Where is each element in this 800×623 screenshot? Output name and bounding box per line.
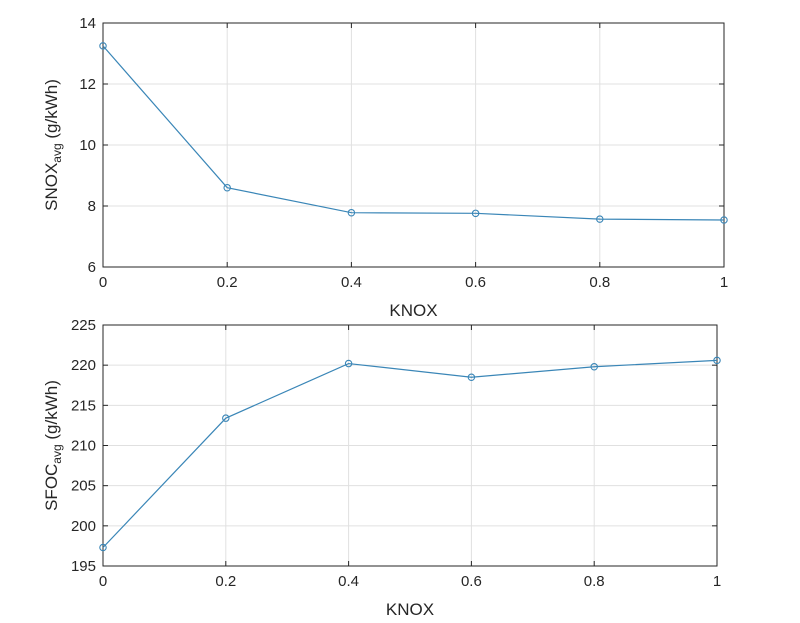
sfoc-x-axis-label: KNOX: [386, 600, 434, 619]
sfoc-y-axis-label: SFOCavg (g/kWh): [42, 380, 64, 511]
sfoc-y-tick-label: 205: [71, 478, 96, 495]
sfoc-data-point: [713, 356, 721, 365]
snox-x-tick-label: 0: [99, 274, 107, 291]
snox-chart: 0 0.2 0.4 0.6 0.8 1 6 8 10 12 14 KNOX SNOXavg (g/k…: [42, 15, 728, 320]
sfoc-x-tick-label: 0.2: [215, 573, 236, 590]
sfoc-grid: [102, 324, 718, 567]
sfoc-x-tick-label: 1: [713, 573, 721, 590]
snox-y-tick-label: 12: [79, 76, 96, 93]
sfoc-ticks: 0 0.2 0.4 0.6 0.8 1 195 200 205 210 215 220 225: [71, 317, 721, 590]
snox-y-label-main: SNOX: [42, 163, 61, 211]
sfoc-data-point: [222, 414, 230, 422]
sfoc-x-tick-label: 0.8: [584, 573, 605, 590]
snox-data-point: [347, 208, 356, 217]
sfoc-x-tick-label: 0: [99, 573, 107, 590]
snox-x-tick-label: 0.4: [341, 274, 362, 291]
sfoc-data-point: [590, 363, 598, 371]
sfoc-y-tick-label: 210: [71, 438, 96, 455]
snox-y-tick-label: 10: [79, 137, 96, 154]
snox-y-label-unit: (g/kWh): [42, 79, 61, 143]
snox-data-point: [99, 42, 107, 50]
sfoc-y-label-sub: avg: [50, 444, 64, 463]
sfoc-data-point: [467, 373, 476, 381]
sfoc-y-label-main: SFOC: [42, 464, 61, 511]
snox-x-tick-label: 1: [720, 274, 728, 291]
sfoc-x-tick-label: 0.4: [338, 573, 359, 590]
sfoc-y-tick-label: 195: [71, 558, 96, 575]
sfoc-x-tick-label: 0.6: [461, 573, 482, 590]
sfoc-y-tick-label: 225: [71, 317, 96, 334]
sfoc-y-tick-label: 200: [71, 518, 96, 535]
snox-ticks: 0 0.2 0.4 0.6 0.8 1 6 8 10 12 14: [79, 15, 728, 291]
snox-data-point: [720, 216, 728, 224]
sfoc-y-label-unit: (g/kWh): [42, 380, 61, 444]
snox-x-axis-label: KNOX: [389, 301, 437, 320]
snox-data-point: [596, 215, 604, 223]
snox-data-point: [223, 183, 231, 192]
sfoc-y-tick-label: 220: [71, 357, 96, 374]
snox-grid: [102, 22, 725, 268]
snox-x-tick-label: 0.2: [217, 274, 238, 291]
snox-y-label-sub: avg: [50, 143, 64, 162]
snox-y-axis-label: SNOXavg (g/kWh): [42, 79, 64, 211]
sfoc-series: [99, 356, 721, 552]
snox-y-tick-label: 6: [88, 259, 96, 276]
snox-series-line: [102, 45, 725, 221]
sfoc-y-tick-label: 215: [71, 397, 96, 414]
snox-data-point: [471, 209, 480, 218]
snox-x-tick-label: 0.6: [465, 274, 486, 291]
sfoc-data-point: [344, 359, 353, 368]
sfoc-chart: 0 0.2 0.4 0.6 0.8 1 195 200 205 210 215 220 225 KNOX…: [42, 317, 721, 619]
sfoc-data-point: [99, 543, 107, 552]
snox-x-tick-label: 0.8: [589, 274, 610, 291]
sfoc-series-line: [102, 359, 718, 548]
snox-series: [99, 42, 728, 224]
snox-y-tick-label: 14: [79, 15, 96, 32]
snox-y-tick-label: 8: [88, 198, 96, 215]
